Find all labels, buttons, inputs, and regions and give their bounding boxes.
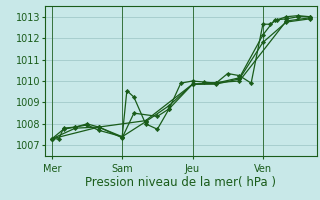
X-axis label: Pression niveau de la mer( hPa ): Pression niveau de la mer( hPa ) <box>85 176 276 189</box>
